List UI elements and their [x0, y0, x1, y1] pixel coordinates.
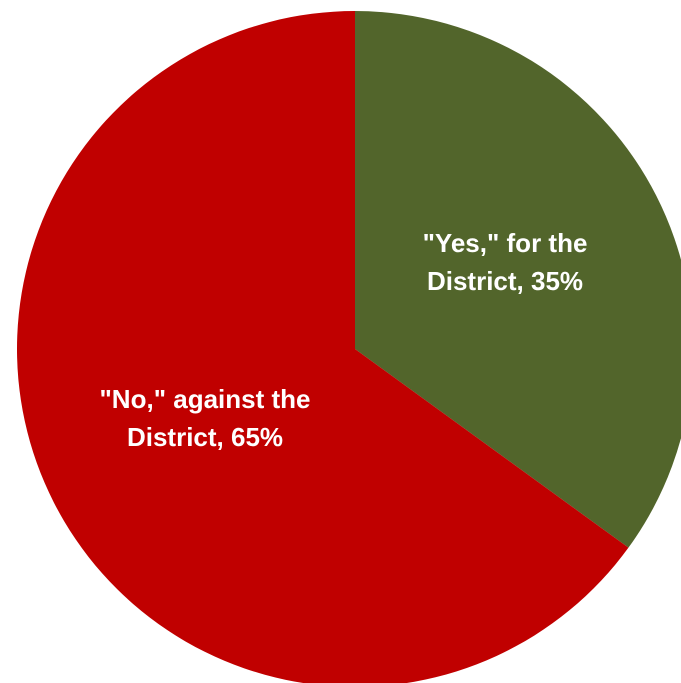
slice-label-line: District, 35%: [427, 266, 583, 296]
slice-label-line: "Yes," for the: [423, 228, 588, 258]
slice-label-line: "No," against the: [99, 384, 310, 414]
slice-label-1: "Yes," for the District, 35%: [423, 228, 588, 296]
slice-label-line: District, 65%: [127, 422, 283, 452]
slice-label-2: "No," against the District, 65%: [99, 384, 310, 452]
pie-slices: [16, 11, 681, 683]
pie-labels: "Yes," for the District, 35% "No," against…: [99, 228, 587, 452]
pie-slice-1: [355, 11, 681, 548]
pie-slice-2: [16, 11, 629, 683]
